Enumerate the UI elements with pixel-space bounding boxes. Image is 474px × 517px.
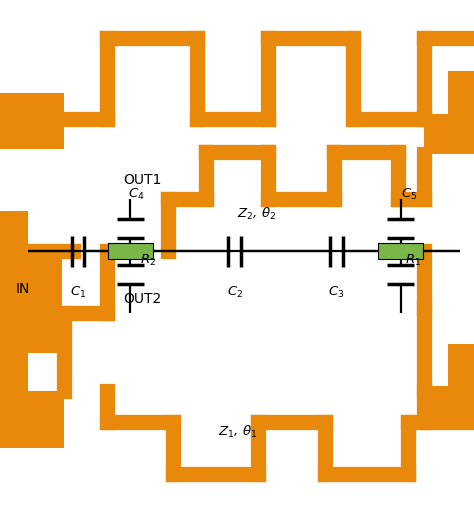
Bar — [424, 387, 474, 422]
Bar — [26, 332, 55, 351]
Text: $C_4$: $C_4$ — [128, 187, 145, 202]
Text: $R_1$: $R_1$ — [405, 253, 421, 268]
Bar — [0, 334, 62, 353]
Bar — [108, 244, 153, 260]
Text: IN: IN — [16, 282, 30, 296]
Bar — [378, 244, 423, 260]
Bar — [0, 237, 26, 360]
Bar — [43, 391, 64, 448]
Bar — [448, 344, 474, 422]
Bar — [0, 391, 43, 448]
Bar — [43, 93, 64, 149]
Text: $C_1$: $C_1$ — [70, 284, 86, 300]
Text: $C_2$: $C_2$ — [227, 284, 243, 300]
Text: $C_5$: $C_5$ — [401, 187, 417, 202]
Text: $C_3$: $C_3$ — [328, 284, 345, 300]
Bar — [0, 112, 64, 130]
Bar — [0, 249, 62, 353]
Bar — [0, 211, 28, 249]
Bar — [0, 410, 64, 429]
Bar — [0, 353, 28, 391]
Text: $R_2$: $R_2$ — [140, 253, 156, 268]
Bar — [424, 114, 474, 154]
Text: OUT2: OUT2 — [123, 292, 161, 306]
Text: $Z_1$, $\theta_1$: $Z_1$, $\theta_1$ — [218, 423, 257, 439]
Bar — [448, 71, 474, 154]
Bar — [26, 256, 55, 275]
Bar — [0, 251, 55, 351]
Text: OUT1: OUT1 — [123, 173, 161, 187]
Bar — [0, 93, 43, 149]
Text: $Z_2$, $\theta_2$: $Z_2$, $\theta_2$ — [237, 205, 276, 221]
Bar — [0, 249, 62, 268]
